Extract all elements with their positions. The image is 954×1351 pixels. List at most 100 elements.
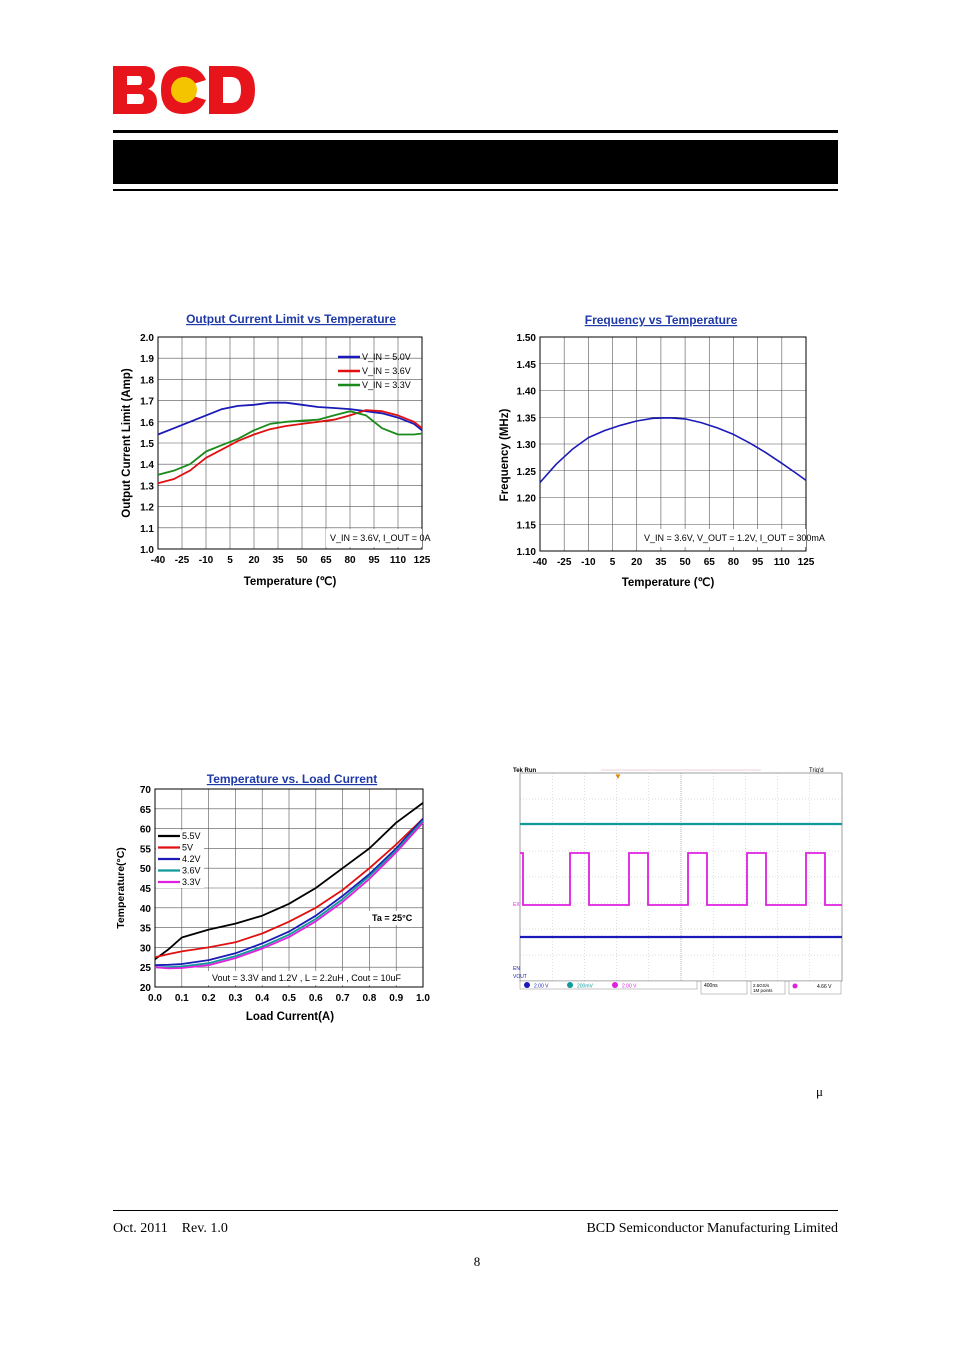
- oscilloscope-capture: Tek Run Trig'd ▼ EX EN VOUT 2.00 V 200mV…: [511, 765, 843, 995]
- chart-title: Temperature vs. Load Current: [207, 772, 377, 786]
- x-tick-label: 110: [390, 555, 407, 566]
- y-tick-label: 60: [140, 825, 152, 836]
- x-tick-label: 0.4: [255, 993, 269, 1004]
- x-tick-label: 65: [704, 557, 716, 568]
- x-tick-label: 0.1: [175, 993, 189, 1004]
- trigger-level: 4.66 V: [817, 984, 832, 990]
- scope-brand: Tek Run: [513, 768, 537, 774]
- y-tick-label: 1.5: [140, 439, 154, 450]
- x-tick-label: 20: [631, 557, 643, 568]
- trigger-position-icon: ▼: [614, 772, 622, 781]
- x-tick-label: 80: [728, 557, 740, 568]
- y-tick-label: 1.2: [140, 503, 154, 514]
- chart-frequency: Frequency vs Temperature -40 -25 -10 5 20 35 5…: [499, 313, 825, 589]
- y-tick-label: 1.3: [140, 481, 154, 492]
- x-tick-label: 0.7: [336, 993, 350, 1004]
- chart-note: V_IN = 3.6V, V_OUT = 1.2V, I_OUT = 300mA: [644, 533, 825, 543]
- y-tick-label: 1.4: [140, 460, 154, 471]
- y-tick-label: 1.50: [517, 333, 537, 344]
- y-axis-label: Frequency (MHz): [499, 409, 511, 502]
- header-band: [113, 140, 838, 184]
- y-tick-label: 1.25: [517, 467, 537, 478]
- series-line-0: [157, 401, 423, 436]
- ch-label-en: EN: [513, 966, 520, 972]
- x-tick-label: 95: [368, 555, 380, 566]
- mu-symbol: μ: [816, 1084, 823, 1099]
- x-tick-label: -25: [175, 555, 190, 566]
- x-tick-label: 50: [296, 555, 308, 566]
- x-tick-label: 1.0: [416, 993, 430, 1004]
- x-axis-label: Temperature (℃): [622, 576, 715, 589]
- legend-label: 5V: [182, 843, 193, 853]
- scope-trigger: Trig'd: [809, 768, 824, 774]
- x-tick-label: 20: [248, 555, 260, 566]
- chart-note: V_IN = 3.6V, I_OUT = 0A: [330, 533, 431, 543]
- y-tick-label: 1.6: [140, 418, 154, 429]
- y-tick-label: 40: [140, 904, 152, 915]
- y-axis-label: Temperature(°C): [115, 847, 127, 929]
- y-tick-label: 30: [140, 943, 152, 954]
- x-tick-label: 5: [610, 557, 616, 568]
- y-tick-label: 35: [140, 924, 152, 935]
- y-axis-label: Output Current Limit (Amp): [121, 368, 133, 518]
- y-tick-label: 1.40: [517, 387, 537, 398]
- x-tick-label: 50: [680, 557, 692, 568]
- chart-output-current-limit: Output Current Limit vs Temperature -40-…: [121, 312, 431, 588]
- readout-ch1: 2.00 V: [534, 984, 549, 990]
- record-length: 1M points: [753, 988, 773, 993]
- y-tick-label: 55: [140, 844, 152, 855]
- chart-title: Output Current Limit vs Temperature: [186, 312, 396, 326]
- y-tick-label: 1.10: [517, 547, 537, 558]
- y-tick-label: 1.20: [517, 494, 537, 505]
- series-line-2: [154, 818, 424, 967]
- legend-label: V_IN = 5.0V: [362, 352, 411, 362]
- trace-switch-node: [520, 852, 842, 906]
- legend-label: 5.5V: [182, 831, 201, 841]
- legend-label: V_IN = 3.6V: [362, 366, 411, 376]
- ch-label-ex: EX: [513, 902, 520, 908]
- x-tick-label: 125: [798, 557, 815, 568]
- y-tick-label: 1.1: [140, 524, 154, 535]
- series-line-1: [157, 409, 423, 485]
- x-tick-label: -10: [581, 557, 596, 568]
- chart-annotation: Ta = 25°C: [372, 913, 413, 923]
- x-tick-label: 0.0: [148, 993, 162, 1004]
- y-tick-label: 25: [140, 963, 152, 974]
- x-tick-label: 65: [320, 555, 332, 566]
- series-line-0: [154, 802, 424, 961]
- x-tick-label: 5: [227, 555, 233, 566]
- footer-company: BCD Semiconductor Manufacturing Limited: [586, 1221, 838, 1236]
- y-tick-label: 20: [140, 983, 152, 994]
- sample-rate: 2.5GS/s: [753, 983, 770, 988]
- y-tick-label: 70: [140, 785, 152, 796]
- x-tick-label: 0.8: [362, 993, 376, 1004]
- x-tick-label: -40: [151, 555, 166, 566]
- series-line-3: [155, 820, 424, 969]
- page-number: 8: [473, 1254, 481, 1269]
- readout-ch2: 200mV: [577, 984, 594, 990]
- x-tick-label: -25: [557, 557, 572, 568]
- scope-status-bar: 2.00 V 200mV 2.00 V 400ns 2.5GS/s 1M poi…: [519, 980, 842, 995]
- y-tick-label: 2.0: [140, 333, 154, 344]
- x-tick-label: 0.2: [202, 993, 216, 1004]
- legend-label: 4.2V: [182, 854, 201, 864]
- x-tick-label: -40: [533, 557, 548, 568]
- legend: 5.5V 5V4.2V 3.6V3.3V: [158, 831, 201, 887]
- y-tick-label: 1.0: [140, 545, 154, 556]
- header-rule: [113, 130, 838, 133]
- x-tick-label: 0.5: [282, 993, 296, 1004]
- chart-title: Frequency vs Temperature: [585, 313, 738, 327]
- x-tick-label: 125: [414, 555, 431, 566]
- x-tick-label: 35: [272, 555, 284, 566]
- y-tick-label: 1.30: [517, 440, 537, 451]
- footer-rule: [113, 1210, 838, 1211]
- timebase: 400ns: [704, 983, 718, 989]
- ch-label-vout: VOUT: [513, 974, 527, 980]
- x-tick-label: 110: [774, 557, 791, 568]
- y-tick-label: 50: [140, 864, 152, 875]
- x-tick-label: 95: [752, 557, 764, 568]
- y-tick-label: 45: [140, 884, 152, 895]
- x-tick-label: 0.3: [228, 993, 242, 1004]
- series-line-1: [154, 818, 424, 959]
- x-tick-label: 0.9: [389, 993, 403, 1004]
